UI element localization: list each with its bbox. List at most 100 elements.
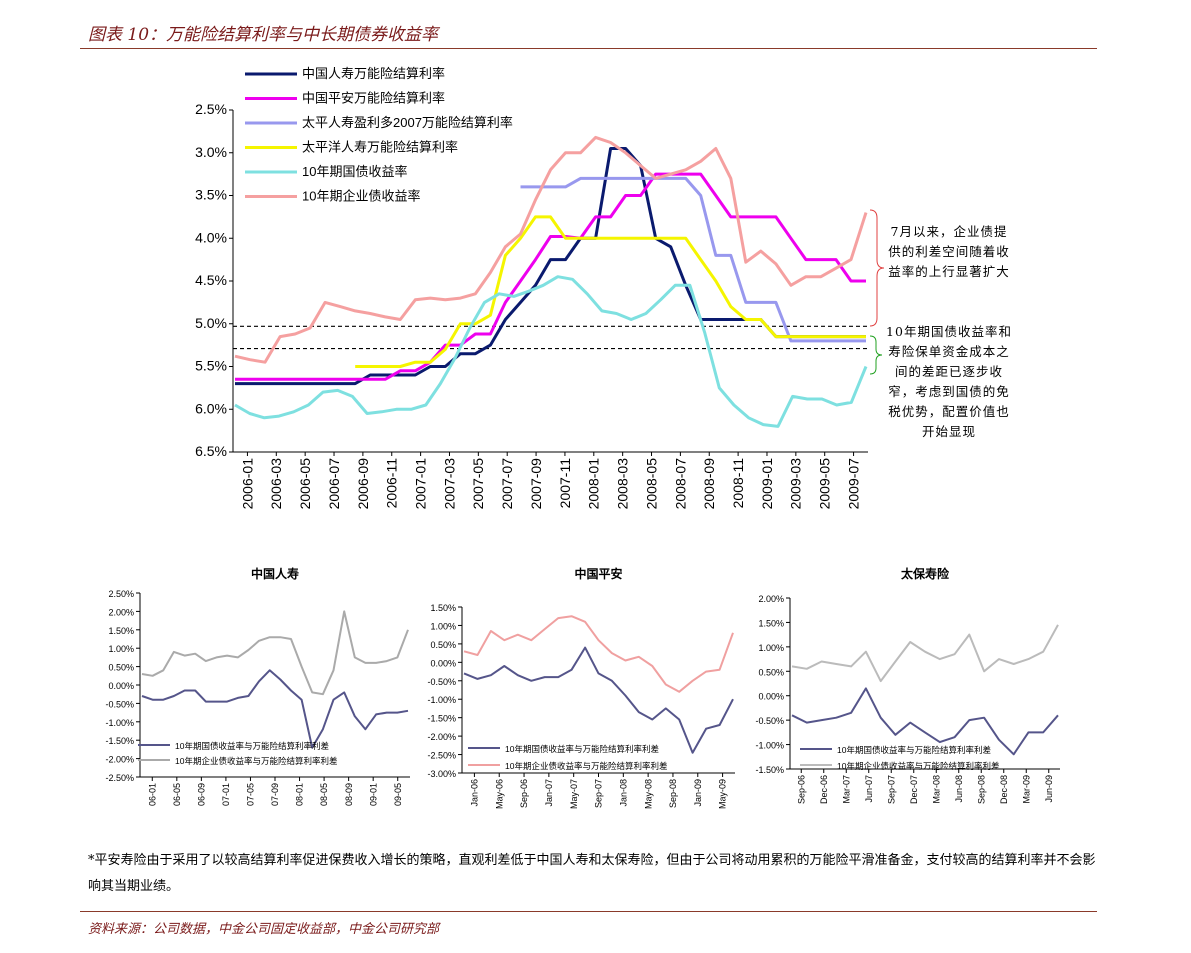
y-tick-label: 1.00% [758,643,784,653]
series-line-1 [235,172,866,381]
x-tick-label: 07-05 [246,783,256,806]
x-tick-label: Sep-07 [594,779,604,808]
x-tick-label: 2007-07 [499,458,515,510]
chart-title: 太保寿险 [901,566,950,581]
legend-label-4: 10年期国债收益率 [302,164,407,179]
main-chart: 2.5% 3.0% 3.5% 4.0% 4.5% 5.0% 5.5% 6.0% 6.5% 2006… [195,66,885,510]
x-tick-label: 2007-11 [557,458,573,509]
y-tick-label: 4.5% [195,272,227,288]
series-line-1 [463,615,734,693]
legend-label-0: 中国人寿万能险结算利率 [302,66,445,81]
series-line-1 [141,610,409,696]
y-tick-label: -1.50% [427,714,456,724]
chart-cpic-life: 2.00% 1.50% 1.00% 0.50% 0.00% -0.50% -1.00% -1.… [755,566,1060,804]
x-tick-label: 2006-05 [297,458,313,510]
y-tick-label: -1.00% [755,741,784,751]
x-tick-label: Mar-09 [1021,775,1031,804]
y-tick-label: -1.00% [427,695,456,705]
y-tick-label: -1.50% [755,765,784,775]
x-tick-label: 07-09 [270,783,280,806]
x-tick-label: 07-01 [221,783,231,806]
y-tick-label: 0.00% [758,692,784,702]
y-tick-label: 6.5% [195,443,227,459]
y-tick-label: 1.50% [758,618,784,628]
y-tick-label: 1.50% [108,626,134,636]
y-tick-label: 4.0% [195,229,227,245]
y-tick-label: 0.50% [430,640,456,650]
y-tick-label: 0.50% [108,663,134,673]
x-tick-label: May-07 [569,779,579,809]
x-tick-label: 2009-03 [788,458,804,510]
x-tick-label: 2008-03 [615,458,631,510]
y-tick-label: 6.0% [195,400,227,416]
legend-label-0: 10年期国债收益率与万能险结算利率利差 [175,741,329,751]
footnote: *平安寿险由于采用了以较高结算利率促进保费收入增长的策略，直观利差低于中国人寿和… [88,853,1096,894]
legend-label-3: 太平洋人寿万能险结算利率 [302,140,458,155]
y-tick-label: 5.5% [195,358,227,374]
x-tick-label: 2006-01 [239,458,255,510]
x-tick-label: May-08 [643,779,653,809]
legend-label-1: 10年期企业债收益率与万能险结算利率利差 [837,761,999,771]
x-tick-label: 2006-03 [268,458,284,510]
x-tick-label: Sep-06 [796,775,806,804]
figure-title: 图表 10：万能险结算利率与中长期债券收益率 [88,25,439,45]
y-tick-label: 1.00% [430,621,456,631]
x-tick-label: Mar-08 [931,775,941,804]
chart-title: 中国人寿 [251,566,299,581]
x-tick-label: 08-01 [295,783,305,806]
x-tick-label: 2007-09 [528,458,544,510]
series-line-5 [234,135,868,364]
series-line-0 [463,646,734,754]
x-tick-label: 09-01 [368,783,378,806]
y-tick-label: 2.5% [195,101,227,117]
x-tick-label: 2008-11 [730,458,746,509]
annotation-corporate-spread: 7月以来，企业债提供的利差空间随着收益率的上行显著扩大 [888,224,1010,279]
y-tick-label: -2.00% [105,755,134,765]
x-tick-label: 2009-07 [845,458,861,510]
y-tick-label: 2.00% [758,594,784,604]
x-tick-label: Mar-07 [841,775,851,804]
y-tick-label: 2.00% [108,607,134,617]
x-tick-label: Sep-06 [519,779,529,808]
bottom-divider [80,911,1097,912]
chart-title: 中国平安 [574,566,622,581]
x-tick-label: May-09 [718,779,728,809]
y-tick-label: 1.50% [430,603,456,613]
y-tick-label: -0.50% [755,716,784,726]
x-tick-label: 2007-05 [470,458,486,510]
legend-label-0: 10年期国债收益率与万能险结算利率利差 [837,745,991,755]
y-tick-label: 0.00% [108,681,134,691]
x-tick-label: 2008-05 [643,458,659,510]
chart-china-life: 2.50% 2.00% 1.50% 1.00% 0.50% 0.00% -0.50% -1.0… [105,566,410,806]
series-line-3 [355,215,866,368]
x-tick-label: 2007-03 [441,458,457,510]
x-tick-label: 08-09 [344,783,354,806]
x-tick-label: Sep-07 [886,775,896,804]
x-tick-label: Dec-06 [819,775,829,804]
legend-label-1: 10年期企业债收益率与万能险结算利率利差 [175,756,337,766]
annotation-treasury-spread: 10年期国债收益率和寿险保单资金成本之间的差距已逐步收窄，考虑到国债的免税优势，… [886,324,1012,439]
y-tick-label: 2.50% [108,589,134,599]
x-tick-label: Jun-09 [1044,775,1054,803]
series-line-1 [791,624,1059,683]
x-tick-label: 2006-11 [384,458,400,509]
x-tick-label: 06-05 [172,783,182,806]
y-tick-label: 5.0% [195,315,227,331]
x-tick-label: Jan-06 [470,779,480,807]
legend-label-1: 中国平安万能险结算利率 [302,91,445,106]
y-tick-label: -2.00% [427,732,456,742]
x-tick-label: 08-05 [319,783,329,806]
y-tick-label: -3.00% [427,769,456,779]
x-tick-label: 2008-07 [672,458,688,510]
x-tick-label: 2008-09 [701,458,717,510]
x-tick-label: Dec-08 [999,775,1009,804]
x-tick-label: Jun-07 [864,775,874,803]
y-tick-label: 0.00% [430,658,456,668]
source-note: 资料来源：公司数据，中金公司固定收益部，中金公司研究部 [88,922,440,937]
y-tick-label: 3.5% [195,187,227,203]
series-line-2 [520,176,866,343]
x-tick-label: May-06 [494,779,504,809]
x-tick-label: 06-09 [197,783,207,806]
x-tick-label: 2008-01 [586,458,602,510]
x-tick-label: Jan-08 [618,779,628,807]
